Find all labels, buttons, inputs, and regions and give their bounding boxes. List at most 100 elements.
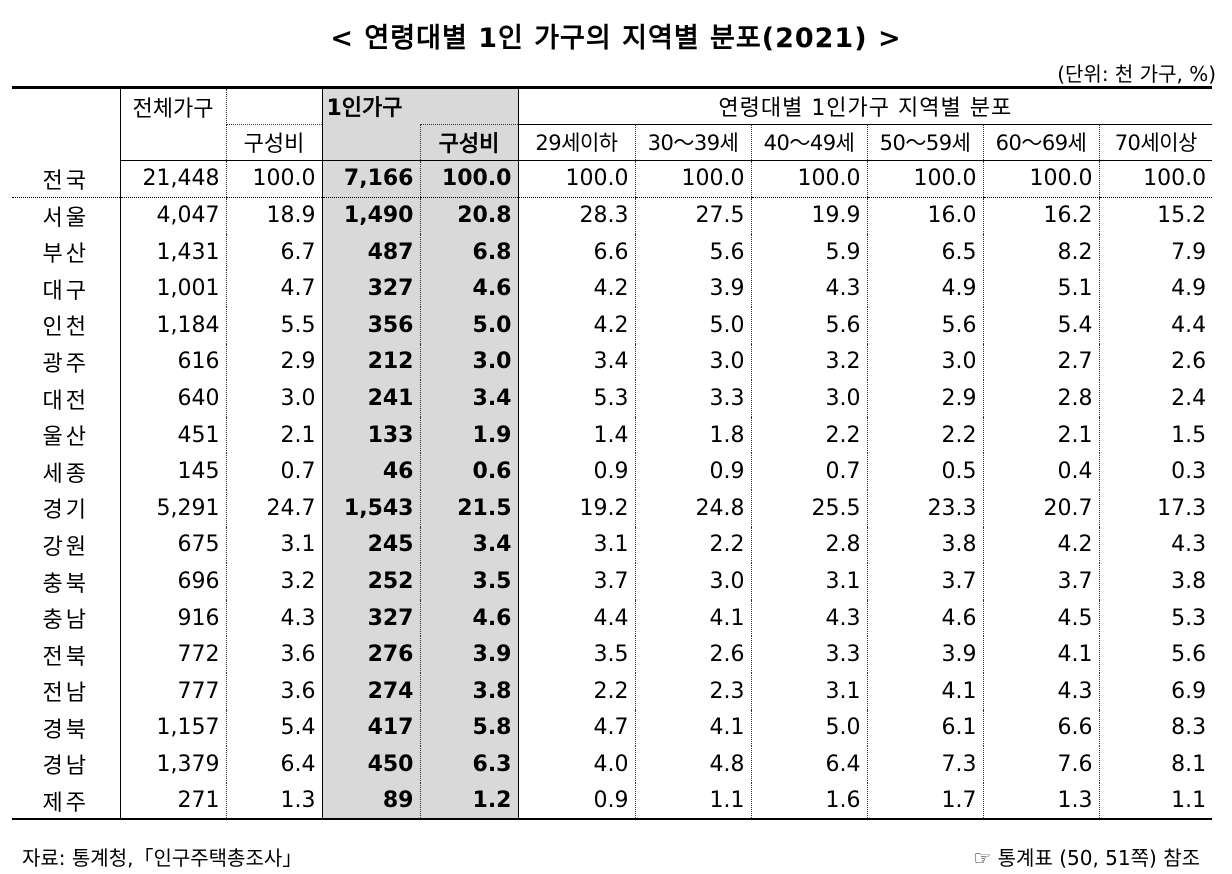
region-name: 충북 <box>12 563 121 600</box>
total-households-cell: 1,184 <box>156 312 220 338</box>
age-share-cell: 5.9 <box>750 233 867 271</box>
age-share-cell: 4.3 <box>750 270 867 308</box>
single-households-cell: 7,166 <box>321 160 420 198</box>
age-share-cell: 1.8 <box>634 416 751 454</box>
age-share-cell: 6.1 <box>866 709 983 747</box>
age-share-cell: 100.0 <box>750 160 867 198</box>
table-row: 부산 1,431 6.7 487 6.8 6.6 5.6 5.9 6.5 8.2 7.9 <box>12 233 1213 271</box>
age-share-cell: 3.1 <box>750 673 867 710</box>
single-composition-cell: 6.8 <box>419 233 519 271</box>
region-name: 경남 <box>12 746 121 783</box>
age-share-cell: 19.2 <box>579 495 629 521</box>
region-name: 울산 <box>12 416 121 454</box>
age-share-cell: 3.0 <box>634 343 751 381</box>
total-composition-cell: 6.4 <box>225 746 322 783</box>
region-name: 충남 <box>12 599 121 637</box>
total-households-header: 전체가구 <box>120 86 226 125</box>
age-share-cell: 4.3 <box>982 673 1099 710</box>
age-share-cell: 2.6 <box>1098 343 1213 381</box>
single-households-cell: 274 <box>321 673 420 710</box>
age-share-cell: 1.5 <box>1098 416 1213 454</box>
table-row: 울산 451 2.1 133 1.9 1.4 1.8 2.2 2.2 2.1 1.5 <box>12 416 1213 454</box>
single-composition-cell: 20.8 <box>419 197 519 234</box>
age-share-cell: 17.3 <box>1098 490 1213 527</box>
single-composition-cell: 1.9 <box>419 416 519 454</box>
table-row: 전남 777 3.6 274 3.8 2.2 2.3 3.1 4.1 4.3 6.9 <box>12 673 1213 710</box>
age-share-cell: 16.2 <box>982 197 1099 234</box>
single-households-cell: 327 <box>321 270 420 308</box>
single-composition-cell: 3.4 <box>419 380 519 417</box>
age-header-60s: 60～69세 <box>982 124 1099 162</box>
total-households-cell: 1,431 <box>156 239 220 265</box>
table-row: 강원 675 3.1 245 3.4 3.1 2.2 2.8 3.8 4.2 4.3 <box>12 526 1213 564</box>
single-households-cell: 1,490 <box>321 197 420 234</box>
age-header-50s: 50～59세 <box>866 124 983 162</box>
region-name: 전북 <box>12 636 121 673</box>
age-share-cell: 3.1 <box>750 563 867 600</box>
single-composition-cell: 3.0 <box>419 343 519 381</box>
age-share-cell: 4.1 <box>866 673 983 710</box>
table-row: 전국 21,448 100.0 7,166 100.0 100.0 100.0 100.0 10… <box>12 160 1213 198</box>
total-households-cell: 1,001 <box>156 276 220 302</box>
age-share-cell: 5.6 <box>866 307 983 344</box>
age-share-cell: 20.7 <box>982 490 1099 527</box>
region-name: 대구 <box>12 270 121 308</box>
single-composition-cell: 1.2 <box>419 782 519 821</box>
region-name: 광주 <box>12 343 121 381</box>
age-share-cell: 2.7 <box>982 343 1099 381</box>
total-households-cell: 777 <box>177 678 220 704</box>
age-share-cell: 1.1 <box>1098 782 1213 821</box>
source-note: 자료: 통계청,「인구주택총조사」 <box>22 846 303 870</box>
total-households-cell: 696 <box>177 569 220 595</box>
total-households-cell: 772 <box>177 642 220 668</box>
single-composition-cell: 6.3 <box>419 746 519 783</box>
age-header-30s: 30～39세 <box>634 124 751 162</box>
age-share-cell: 4.2 <box>593 276 629 302</box>
region-name: 경북 <box>12 709 121 747</box>
age-share-cell: 6.6 <box>982 709 1099 747</box>
single-households-cell: 417 <box>321 709 420 747</box>
age-share-cell: 100.0 <box>518 160 635 198</box>
total-households-cell: 675 <box>177 532 220 558</box>
total-composition-cell: 3.1 <box>225 526 322 564</box>
total-composition-cell: 0.7 <box>225 453 322 491</box>
age-share-cell: 2.2 <box>750 416 867 454</box>
single-households-cell: 133 <box>321 416 420 454</box>
age-share-cell: 1.4 <box>593 422 629 448</box>
age-share-cell: 3.5 <box>593 642 629 668</box>
single-composition-cell: 5.8 <box>419 709 519 747</box>
total-composition-cell: 3.0 <box>225 380 322 417</box>
total-households-cell: 616 <box>177 349 220 375</box>
single-households-header: 1인가구 <box>321 86 519 125</box>
single-composition-cell: 21.5 <box>419 490 519 527</box>
table-row: 경기 5,291 24.7 1,543 21.5 19.2 24.8 25.5 23.3 20.7… <box>12 490 1213 527</box>
age-share-cell: 5.1 <box>982 270 1099 308</box>
age-share-cell: 5.0 <box>750 709 867 747</box>
total-households-cell: 1,157 <box>156 715 220 741</box>
table-title: < 연령대별 1인 가구의 지역별 분포(2021) > <box>330 23 902 54</box>
region-header <box>12 85 121 161</box>
total-households-cell: 271 <box>120 782 226 821</box>
age-share-cell: 0.9 <box>518 782 635 821</box>
total-composition-cell: 18.9 <box>225 197 322 234</box>
age-share-cell: 3.0 <box>750 380 867 417</box>
age-share-cell: 1.6 <box>750 782 867 821</box>
age-share-cell: 3.4 <box>593 349 629 375</box>
table-row: 경북 1,157 5.4 417 5.8 4.7 4.1 5.0 6.1 6.6 8.3 <box>12 709 1213 747</box>
single-households-cell: 89 <box>321 782 420 821</box>
table-row: 인천 1,184 5.5 356 5.0 4.2 5.0 5.6 5.6 5.4 4.4 <box>12 307 1213 344</box>
single-households-cell: 327 <box>321 599 420 637</box>
age-share-cell: 5.3 <box>1098 599 1213 637</box>
header-spacer <box>225 86 322 125</box>
age-share-cell: 8.1 <box>1098 746 1213 783</box>
age-share-cell: 4.4 <box>593 605 629 631</box>
distribution-table: 전체가구 1인가구 연령대별 1인가구 지역별 분포 구성비 구성비 29세이하… <box>12 85 1213 821</box>
age-share-cell: 5.6 <box>750 307 867 344</box>
age-share-cell: 1.7 <box>866 782 983 821</box>
age-header-29-under: 29세이하 <box>518 124 635 162</box>
age-share-cell: 4.3 <box>1098 526 1213 564</box>
age-share-cell: 7.3 <box>866 746 983 783</box>
region-name: 경기 <box>12 490 121 527</box>
single-households-cell: 241 <box>321 380 420 417</box>
age-share-cell: 28.3 <box>579 203 629 229</box>
